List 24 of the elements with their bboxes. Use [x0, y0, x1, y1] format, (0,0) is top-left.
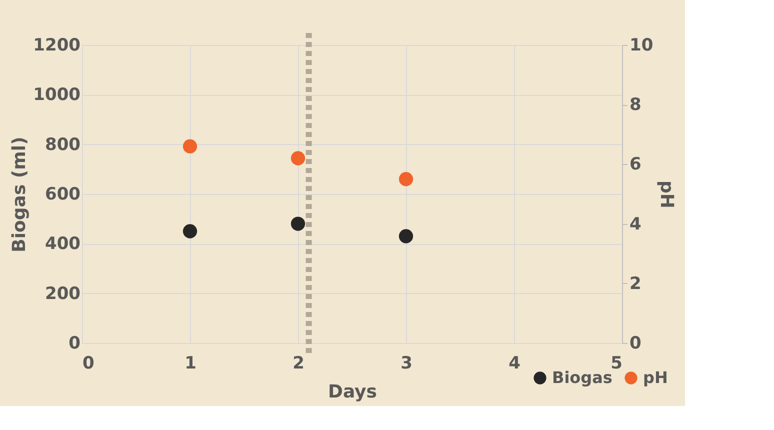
x-tick-label: 2 — [292, 354, 304, 374]
y-tick-label: 200 — [45, 284, 81, 304]
legend-label: Biogas — [552, 368, 612, 387]
y-tick-label: 1000 — [33, 85, 81, 106]
y2-tick-label: 6 — [630, 154, 642, 175]
y2-tick-label: 2 — [630, 274, 642, 294]
y2-axis-title: pH — [656, 180, 678, 208]
legend-label: pH — [643, 368, 668, 387]
x-tick-label: 4 — [508, 354, 521, 374]
x-tick-label: 0 — [82, 354, 94, 374]
y-tick-label: 800 — [45, 134, 81, 155]
y2-tick-label: 4 — [630, 214, 642, 234]
y2-tick-label: 8 — [630, 95, 642, 116]
x-tick-label: 3 — [400, 354, 412, 374]
y-tick-label: 600 — [45, 184, 81, 204]
x-axis-title: Days — [328, 382, 377, 402]
y-tick-label: 1200 — [33, 36, 81, 56]
y2-tick-label: 10 — [630, 36, 654, 56]
y-tick-label: 0 — [68, 334, 81, 354]
x-tick-label: 1 — [184, 354, 196, 374]
x-tick-label: 5 — [610, 354, 622, 374]
y2-tick-label: 0 — [630, 334, 642, 354]
y-tick-label: 400 — [45, 234, 81, 254]
y-axis-title: Biogas (ml) — [9, 136, 30, 252]
